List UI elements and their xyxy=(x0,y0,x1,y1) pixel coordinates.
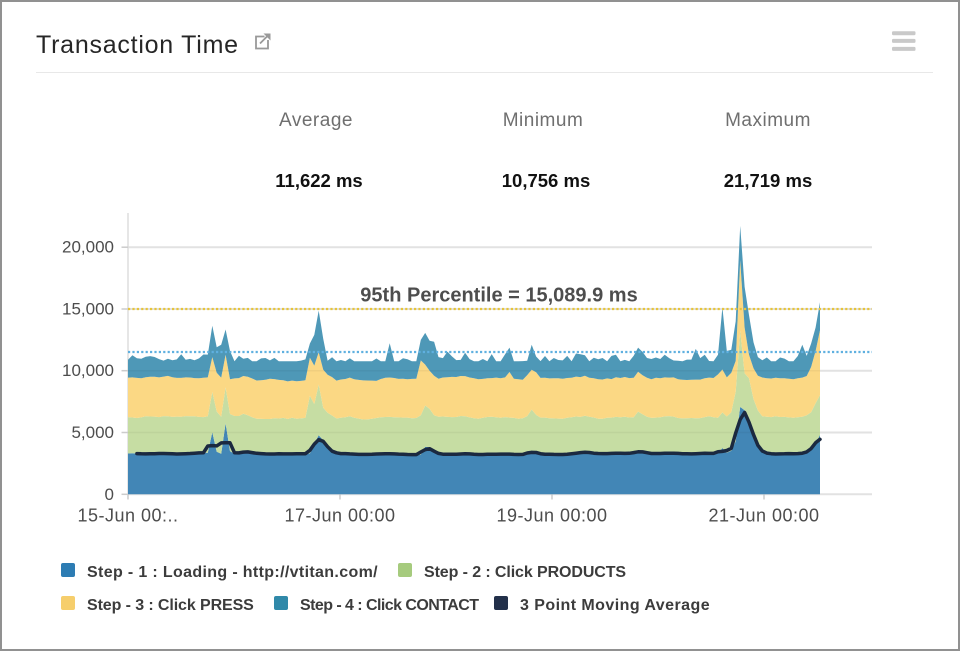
svg-text:10,000: 10,000 xyxy=(62,361,114,380)
svg-text:Transaction Time: Transaction Time xyxy=(36,31,239,59)
svg-text:20,000: 20,000 xyxy=(62,238,114,257)
svg-text:15,000: 15,000 xyxy=(62,300,114,319)
svg-text:Minimum: Minimum xyxy=(503,110,584,131)
svg-text:Step - 4 : Click CONTACT: Step - 4 : Click CONTACT xyxy=(300,597,479,614)
svg-text:17-Jun 00:00: 17-Jun 00:00 xyxy=(284,506,395,526)
svg-text:Average: Average xyxy=(279,110,353,131)
svg-text:21,719 ms: 21,719 ms xyxy=(724,170,812,191)
svg-text:Maximum: Maximum xyxy=(725,110,811,131)
svg-text:21-Jun 00:00: 21-Jun 00:00 xyxy=(708,506,819,526)
svg-text:95th Percentile = 15,089.9 ms: 95th Percentile = 15,089.9 ms xyxy=(360,285,637,307)
svg-text:Step - 2 : Click PRODUCTS: Step - 2 : Click PRODUCTS xyxy=(424,564,626,581)
svg-text:Step - 1 : Loading - http://vt: Step - 1 : Loading - http://vtitan.com/ xyxy=(87,564,378,581)
svg-text:3 Point Moving Average: 3 Point Moving Average xyxy=(520,597,710,614)
svg-text:15-Jun 00:..: 15-Jun 00:.. xyxy=(77,506,178,526)
svg-text:19-Jun 00:00: 19-Jun 00:00 xyxy=(496,506,607,526)
svg-text:0: 0 xyxy=(105,485,114,504)
svg-text:Step - 3 : Click PRESS: Step - 3 : Click PRESS xyxy=(87,597,254,614)
svg-text:10,756 ms: 10,756 ms xyxy=(502,170,590,191)
svg-text:11,622 ms: 11,622 ms xyxy=(275,170,362,191)
svg-text:5,000: 5,000 xyxy=(71,423,114,442)
